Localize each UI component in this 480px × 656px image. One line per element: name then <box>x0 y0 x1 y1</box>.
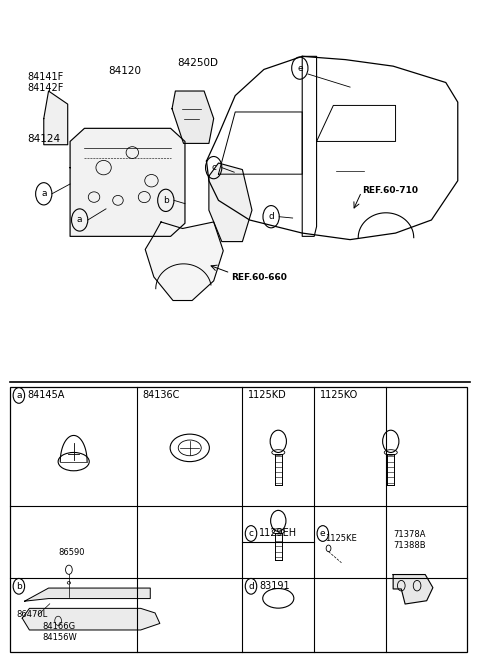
Text: a: a <box>16 391 22 400</box>
Text: 84141F
84142F: 84141F 84142F <box>27 72 63 93</box>
Polygon shape <box>44 91 68 145</box>
Polygon shape <box>393 575 433 604</box>
Text: 84166G
84156W: 84166G 84156W <box>42 622 77 642</box>
Text: 71378A
71388B: 71378A 71388B <box>393 530 426 550</box>
Text: 1125KE: 1125KE <box>324 534 357 543</box>
Polygon shape <box>24 588 150 601</box>
Polygon shape <box>22 608 160 630</box>
Text: a: a <box>77 215 83 224</box>
Text: REF.60-660: REF.60-660 <box>231 273 287 282</box>
Text: 84136C: 84136C <box>143 390 180 400</box>
Text: d: d <box>268 213 274 221</box>
Text: 1129EH: 1129EH <box>259 529 297 539</box>
Text: b: b <box>163 196 168 205</box>
Text: 86470L: 86470L <box>16 611 47 619</box>
Text: a: a <box>41 190 47 198</box>
Text: 84120: 84120 <box>108 66 142 75</box>
Text: 84124: 84124 <box>27 134 60 144</box>
Text: c: c <box>211 163 216 172</box>
Text: c: c <box>249 529 253 538</box>
Polygon shape <box>145 222 223 300</box>
Text: d: d <box>248 582 254 591</box>
Text: 84250D: 84250D <box>177 58 218 68</box>
Polygon shape <box>172 91 214 144</box>
Text: e: e <box>297 64 302 73</box>
Text: 84145A: 84145A <box>27 390 64 400</box>
Text: 83191: 83191 <box>259 581 290 591</box>
Polygon shape <box>70 129 185 236</box>
Bar <box>10 387 468 652</box>
Text: 1125KD: 1125KD <box>248 390 287 400</box>
Text: 1125KO: 1125KO <box>320 390 358 400</box>
Text: e: e <box>320 529 325 538</box>
Text: b: b <box>16 582 22 591</box>
Text: REF.60-710: REF.60-710 <box>362 186 418 195</box>
Polygon shape <box>209 163 252 241</box>
Text: 86590: 86590 <box>58 548 84 557</box>
